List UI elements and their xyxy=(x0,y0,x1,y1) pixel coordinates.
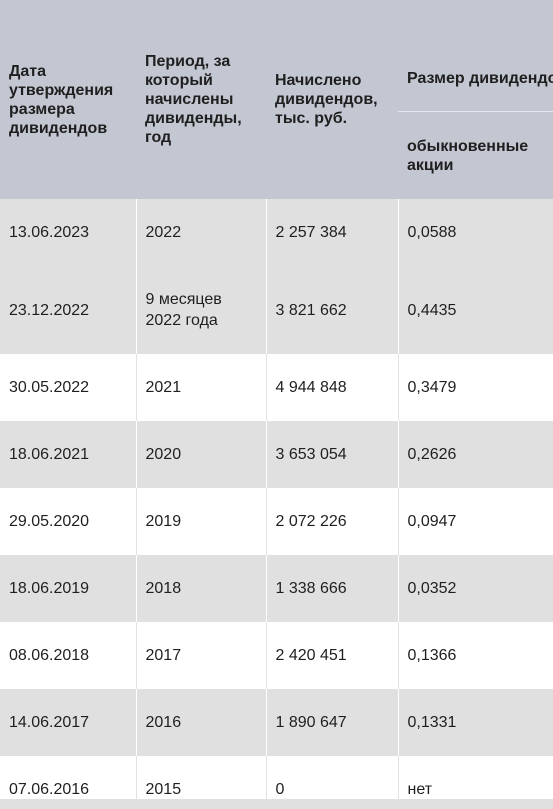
table-row: 18.06.2021 2020 3 653 054 0,2626 xyxy=(0,421,553,488)
table-row: 23.12.2022 9 месяцев 2022 года 3 821 662… xyxy=(0,266,553,354)
cell-period: 2022 xyxy=(135,199,266,266)
cell-period: 9 месяцев 2022 года xyxy=(135,266,266,354)
table-row: 13.06.2023 2022 2 257 384 0,0588 xyxy=(0,199,553,266)
cell-period: 2018 xyxy=(135,555,266,622)
cell-accrued: 1 890 647 xyxy=(265,689,398,756)
cell-ordinary: 0,1366 xyxy=(397,622,553,689)
cell-date: 14.06.2017 xyxy=(0,689,136,756)
cell-ordinary: 0,0588 xyxy=(397,199,553,266)
header-ordinary-shares: обыкновенные акции xyxy=(398,111,553,199)
table-row: 30.05.2022 2021 4 944 848 0,3479 xyxy=(0,354,553,421)
table-row: 29.05.2020 2019 2 072 226 0,0947 xyxy=(0,488,553,555)
cell-period: 2021 xyxy=(135,354,266,421)
cell-accrued: 2 257 384 xyxy=(265,199,398,266)
cell-accrued: 3 821 662 xyxy=(265,266,398,354)
cell-period: 2016 xyxy=(135,689,266,756)
cell-accrued: 3 653 054 xyxy=(265,421,398,488)
cell-date: 08.06.2018 xyxy=(0,622,136,689)
cell-ordinary: 0,1331 xyxy=(397,689,553,756)
cell-date: 30.05.2022 xyxy=(0,354,136,421)
cell-ordinary: 0,4435 xyxy=(397,266,553,354)
cell-date: 23.12.2022 xyxy=(0,266,136,354)
header-period: Период, за который начислены дивиденды, … xyxy=(136,0,266,199)
table-body: 13.06.2023 2022 2 257 384 0,0588 23.12.2… xyxy=(0,199,553,809)
cell-accrued: 2 072 226 xyxy=(265,488,398,555)
cell-period: 2017 xyxy=(135,622,266,689)
header-dividend-size: Размер дивидендов, руб. xyxy=(398,0,553,112)
table-row: 14.06.2017 2016 1 890 647 0,1331 xyxy=(0,689,553,756)
table-header: Дата утверждения размера дивидендов Пери… xyxy=(0,0,553,199)
cell-period: 2019 xyxy=(135,488,266,555)
cell-accrued: 1 338 666 xyxy=(265,555,398,622)
header-date: Дата утверждения размера дивидендов xyxy=(0,0,136,199)
cell-date: 13.06.2023 xyxy=(0,199,136,266)
cell-accrued: 2 420 451 xyxy=(265,622,398,689)
next-row-edge xyxy=(0,799,553,809)
cell-date: 18.06.2019 xyxy=(0,555,136,622)
cell-ordinary: 0,0352 xyxy=(397,555,553,622)
table-row: 08.06.2018 2017 2 420 451 0,1366 xyxy=(0,622,553,689)
cell-ordinary: 0,3479 xyxy=(397,354,553,421)
cell-ordinary: 0,2626 xyxy=(397,421,553,488)
cell-date: 29.05.2020 xyxy=(0,488,136,555)
cell-date: 18.06.2021 xyxy=(0,421,136,488)
cell-period-text: 9 месяцев 2022 года xyxy=(145,291,222,329)
cell-period: 2020 xyxy=(135,421,266,488)
header-accrued: Начислено дивидендов, тыс. руб. xyxy=(266,0,398,199)
cell-ordinary: 0,0947 xyxy=(397,488,553,555)
table-row: 18.06.2019 2018 1 338 666 0,0352 xyxy=(0,555,553,622)
cell-accrued: 4 944 848 xyxy=(265,354,398,421)
